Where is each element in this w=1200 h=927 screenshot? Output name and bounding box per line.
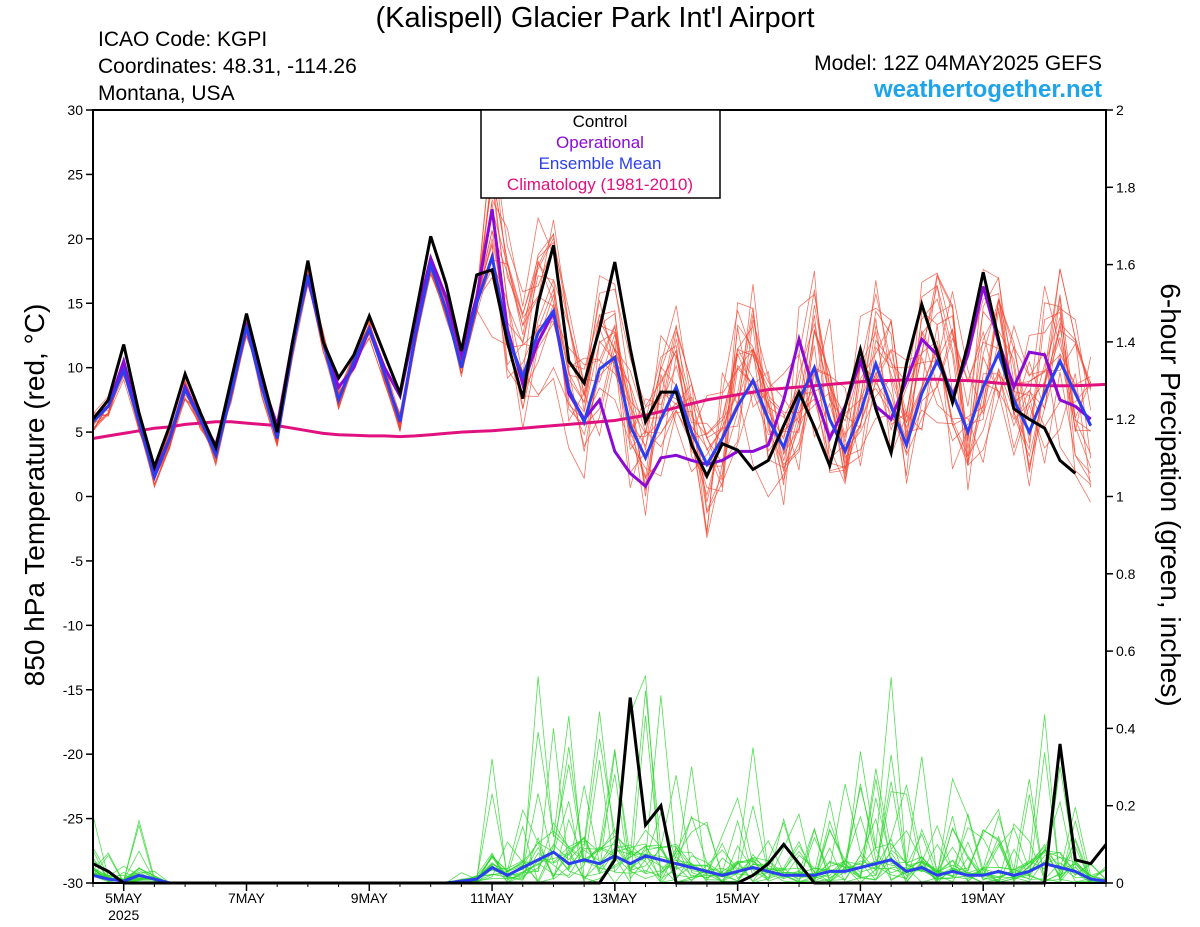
mean-temp-line [91,250,1093,482]
control-temp-line [91,235,1077,480]
y-right-tick-label: 1.6 [1116,257,1136,273]
legend-box [480,109,721,199]
y-left-tick-label: -10 [63,617,83,633]
x-tick-label: 11MAY [470,890,514,906]
y-left-tick-label: 10 [67,360,83,376]
y-left-tick-label: -15 [63,682,83,698]
y-right-tick-label: 1 [1116,489,1124,505]
precip-member-line [92,732,1107,884]
region: Montana, USA [98,82,235,105]
x-year-label: 2025 [108,907,139,923]
y-right-tick-label: 0.2 [1116,798,1136,814]
legend-entry: Control [573,112,628,131]
model-run: Model: 12Z 04MAY2025 GEFS [814,52,1102,75]
plot-frame [92,109,1107,884]
y-left-tick-label: -5 [71,553,84,569]
climatology-temp-line [92,377,1107,440]
y-right-tick-label: 0.6 [1116,643,1136,659]
control-precip-line [92,697,1108,885]
y-left-tick-label: 25 [67,166,83,182]
legend-entry: Climatology (1981-2010) [507,175,693,194]
y-left-tick-label: 0 [75,489,83,505]
y-right-tick-label: 1.2 [1116,411,1136,427]
y-left-tick-label: 30 [67,102,83,118]
y-right-tick-label: 0.8 [1116,566,1136,582]
y-right-tick-label: 0.4 [1116,720,1136,736]
y-right-tick-label: 0 [1116,875,1124,891]
x-tick-label: 19MAY [961,890,1007,906]
x-tick-label: 9MAY [351,890,389,906]
site-link[interactable]: weathertogether.net [873,76,1102,103]
y-left-tick-label: 20 [67,231,83,247]
precip-member-line [92,711,1107,884]
x-tick-label: 15MAY [715,890,761,906]
x-tick-label: 5MAY [105,890,143,906]
y-right-tick-label: 1.8 [1116,179,1136,195]
temp-member-line [92,259,1092,516]
y-left-tick-label: 5 [75,424,83,440]
y-left-tick-label: -30 [63,875,83,891]
precip-member-line [92,828,1107,884]
chart-title: (Kalispell) Glacier Park Int'l Airport [375,2,815,34]
y-left-tick-label: -20 [63,746,83,762]
coordinates: Coordinates: 48.31, -114.26 [98,55,357,78]
x-tick-label: 17MAY [838,890,884,906]
y-left-tick-label: 15 [67,295,83,311]
precip-member-line [92,728,1107,884]
y-left-tick-label: -25 [63,811,83,827]
x-tick-label: 7MAY [228,890,266,906]
y-right-tick-label: 1.4 [1116,334,1136,350]
y-right-tick-label: 2 [1116,102,1124,118]
legend-entry: Ensemble Mean [539,154,662,173]
icao-code: ICAO Code: KGPI [98,28,268,51]
legend: Control Operational Ensemble Mean Climatolo… [480,109,721,199]
legend-entry: Operational [556,133,644,152]
precip-member-line [92,690,1107,884]
x-tick-label: 13MAY [592,890,638,906]
